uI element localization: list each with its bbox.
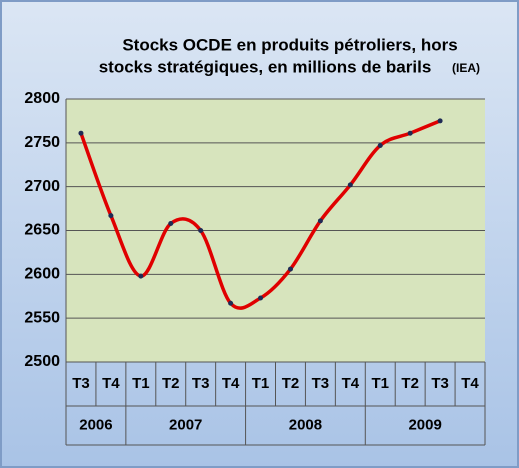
group-label: 2007: [169, 416, 202, 433]
x-tick-label: T2: [282, 375, 300, 392]
marker: [317, 218, 323, 224]
marker: [407, 130, 413, 136]
y-tick-label: 2600: [24, 266, 60, 283]
group-label: 2006: [79, 416, 112, 433]
y-tick-label: 2650: [24, 222, 60, 239]
marker: [198, 228, 204, 233]
x-tick-label: T1: [132, 375, 150, 392]
marker: [287, 266, 293, 272]
chart-title: stocks stratégiques, en millions de bari…: [99, 57, 432, 76]
x-tick-label: T3: [72, 375, 90, 392]
x-tick-label: T4: [342, 375, 360, 392]
x-tick-label: T4: [461, 375, 479, 392]
x-tick-label: T1: [371, 375, 389, 392]
marker: [347, 182, 353, 188]
marker: [437, 118, 443, 124]
chart-title: Stocks OCDE en produits pétroliers, hors: [122, 35, 457, 54]
marker: [168, 220, 174, 226]
marker: [377, 142, 383, 148]
y-tick-label: 2700: [24, 178, 60, 195]
x-tick-label: T1: [252, 375, 270, 392]
x-tick-label: T3: [431, 375, 449, 392]
y-tick-label: 2750: [24, 134, 60, 151]
x-tick-label: T3: [192, 375, 210, 392]
y-tick-label: 2550: [24, 309, 60, 326]
x-tick-label: T4: [222, 375, 240, 392]
x-tick-label: T3: [312, 375, 330, 392]
group-label: 2009: [408, 416, 441, 433]
marker: [228, 300, 234, 306]
y-tick-label: 2800: [24, 90, 60, 107]
x-tick-label: T2: [162, 375, 180, 392]
marker: [258, 295, 264, 301]
source: (IEA): [452, 61, 480, 75]
marker: [108, 213, 114, 219]
x-tick-label: T4: [102, 375, 120, 392]
marker: [138, 273, 144, 279]
marker: [78, 130, 84, 136]
x-tick-label: T2: [401, 375, 419, 392]
y-tick-label: 2500: [24, 353, 60, 370]
group-label: 2008: [289, 416, 322, 433]
